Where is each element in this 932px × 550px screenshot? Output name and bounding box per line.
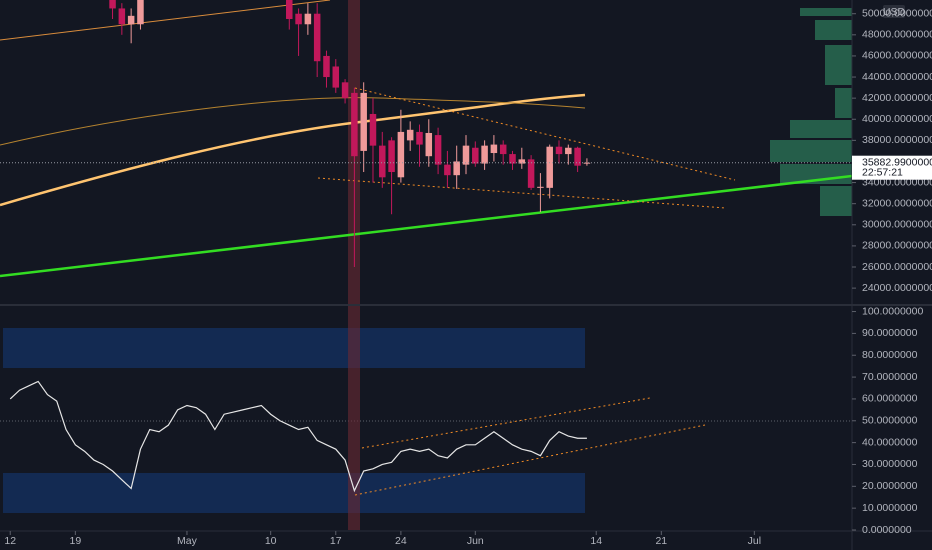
y-tick-label: 46000.0000000 [862, 50, 932, 62]
candle-body [583, 162, 591, 164]
last-price-label: 35882.9900000 [862, 156, 932, 168]
y-tick-label: 30.0000000 [862, 458, 918, 470]
x-tick-label: Jul [748, 535, 761, 547]
moving-average [0, 93, 586, 207]
candle-body [434, 135, 442, 165]
x-tick-label: 17 [330, 535, 342, 547]
trendline [0, 174, 853, 278]
candle-body [406, 129, 414, 141]
candle-body [369, 113, 377, 146]
x-tick-label: 24 [395, 535, 407, 547]
x-tick-label: 19 [69, 535, 81, 547]
candle-body [537, 186, 544, 188]
oversold-band [3, 473, 585, 513]
channel-upper [361, 397, 651, 449]
candle-body [341, 82, 349, 99]
candle-body [127, 15, 135, 25]
candle-body [313, 13, 321, 62]
candle-body [351, 92, 358, 157]
candle-body [360, 92, 367, 151]
y-tick-label: 80.0000000 [862, 349, 918, 361]
y-tick-label: 42000.0000000 [862, 92, 932, 104]
x-tick-label: 10 [265, 535, 277, 547]
candle-body [379, 145, 386, 178]
candle-body [118, 8, 126, 25]
candle-body [565, 147, 572, 155]
x-tick-label: 12 [4, 535, 16, 547]
currency: USD [883, 6, 906, 18]
y-tick-label: 0.0000000 [862, 524, 912, 536]
candle-body [546, 146, 553, 188]
currency-badge [883, 5, 905, 18]
candle-body [304, 13, 312, 25]
candle-body [137, 0, 144, 25]
candle-body [444, 164, 451, 176]
candle-body [286, 0, 293, 19]
x-tick-label: 21 [655, 535, 667, 547]
y-tick-label: 60.0000000 [862, 393, 918, 405]
candle-body [323, 55, 330, 78]
candle-body [509, 154, 516, 164]
countdown: 22:57:21 [862, 166, 903, 178]
y-tick-label: 32000.0000000 [862, 197, 932, 209]
y-tick-label: 70.0000000 [862, 371, 918, 383]
y-tick-label: 24000.0000000 [862, 282, 932, 294]
candle-body [472, 147, 479, 164]
x-tick-label: May [177, 535, 198, 547]
y-tick-label: 48000.0000000 [862, 29, 932, 41]
wedge-lower [317, 177, 726, 209]
candle-body [555, 146, 563, 155]
y-tick-label: 100.0000000 [862, 305, 923, 317]
candle-body [574, 147, 581, 166]
y-tick-label: 90.0000000 [862, 327, 918, 339]
x-tick-label: Jun [467, 535, 484, 547]
overbought-band [3, 328, 585, 368]
candle-body [109, 0, 116, 9]
y-tick-label: 38000.0000000 [862, 134, 932, 146]
candle-body [388, 140, 395, 173]
candle-body [481, 145, 488, 164]
y-tick-label: 20.0000000 [862, 480, 918, 492]
x-tick-label: 14 [590, 535, 602, 547]
last-price-box [852, 155, 932, 180]
y-tick-label: 40.0000000 [862, 436, 918, 448]
candle-body [416, 131, 423, 145]
candle-body [332, 66, 340, 88]
y-tick-label: 10.0000000 [862, 502, 918, 514]
candle-body [295, 13, 302, 25]
y-tick-label: 44000.0000000 [862, 71, 932, 83]
wedge-upper [354, 87, 736, 181]
candle-body [490, 144, 498, 154]
moving-average [0, 0, 331, 41]
y-tick-label: 40000.0000000 [862, 113, 932, 125]
y-tick-label: 30000.0000000 [862, 219, 932, 231]
candle-body [527, 159, 535, 188]
oscillator-line [9, 380, 587, 493]
y-tick-label: 28000.0000000 [862, 240, 932, 252]
y-tick-label: 50000.0000000 [862, 8, 932, 20]
candle-body [453, 161, 460, 176]
candle-body [397, 131, 405, 178]
y-tick-label: 26000.0000000 [862, 261, 932, 273]
candle-body [499, 144, 507, 155]
candle-body [462, 145, 470, 165]
candle-body [425, 132, 433, 157]
y-tick-label: 50.0000000 [862, 415, 918, 427]
candle-body [518, 159, 526, 164]
